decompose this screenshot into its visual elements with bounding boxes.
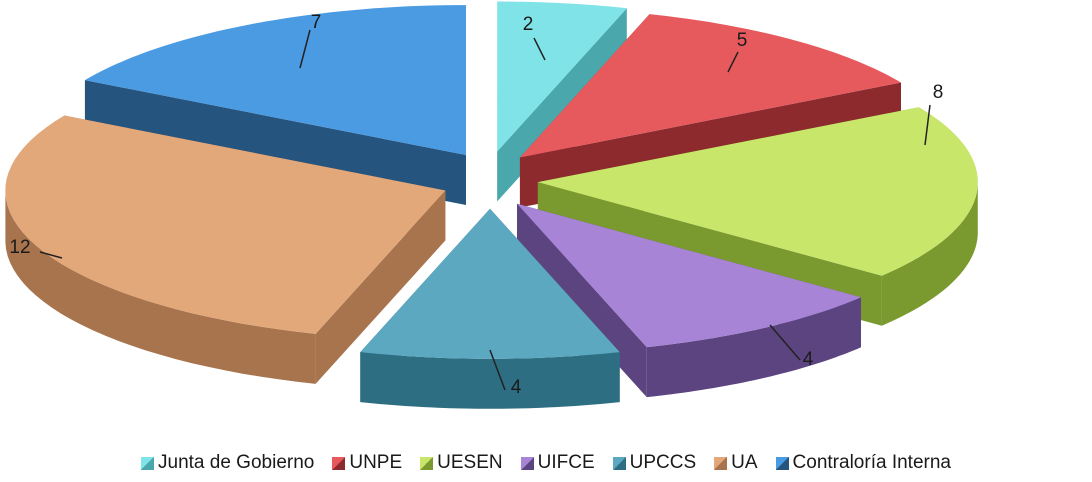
legend-item: UESEN bbox=[420, 452, 503, 474]
slice-wall bbox=[5, 192, 316, 384]
legend-item: UIFCE bbox=[520, 452, 595, 474]
leader-line bbox=[924, 104, 931, 146]
legend-item: UNPE bbox=[332, 452, 402, 474]
legend-label: UIFCE bbox=[537, 452, 595, 473]
legend-item: UA bbox=[714, 452, 758, 474]
data-label: 8 bbox=[933, 82, 944, 103]
data-label: 4 bbox=[803, 349, 814, 370]
pie-slice-contralor-a-interna bbox=[84, 5, 467, 206]
legend-item: Junta de Gobierno bbox=[141, 452, 314, 474]
legend-label: UESEN bbox=[437, 452, 503, 473]
legend-swatch bbox=[612, 456, 626, 470]
slice-top bbox=[517, 203, 861, 348]
pie-slice-uifce bbox=[517, 203, 861, 398]
legend-swatch bbox=[520, 456, 534, 470]
slice-side bbox=[315, 190, 446, 384]
slice-top bbox=[360, 208, 620, 359]
data-label: 2 bbox=[523, 14, 534, 35]
slice-top bbox=[84, 5, 467, 156]
pie-slice-ua bbox=[5, 115, 446, 384]
legend-swatch bbox=[332, 456, 346, 470]
leader-line bbox=[489, 349, 506, 391]
legend-swatch bbox=[420, 456, 434, 470]
leader-line bbox=[39, 251, 63, 259]
data-label: 7 bbox=[311, 12, 322, 33]
data-label: 5 bbox=[737, 30, 748, 51]
data-label: 4 bbox=[511, 377, 522, 398]
slice-top bbox=[497, 1, 627, 152]
leader-line bbox=[769, 324, 801, 361]
leader-line bbox=[533, 37, 546, 61]
leader-line bbox=[727, 51, 739, 73]
legend-label: UPCCS bbox=[629, 452, 697, 473]
legend-label: UA bbox=[731, 452, 758, 473]
legend-swatch bbox=[775, 456, 789, 470]
slice-side bbox=[84, 80, 467, 206]
pie-slice-upccs bbox=[360, 208, 620, 409]
pie-chart: 2 5 8 4 4 12 7 bbox=[5, 1, 978, 409]
slice-wall bbox=[360, 352, 620, 409]
legend-label: Contraloría Interna bbox=[792, 452, 951, 473]
slice-top bbox=[5, 115, 446, 334]
slice-top bbox=[537, 107, 978, 276]
leader-line bbox=[299, 29, 311, 69]
legend-item: UPCCS bbox=[612, 452, 697, 474]
legend-label: Junta de Gobierno bbox=[158, 452, 315, 473]
data-label: 12 bbox=[9, 237, 30, 258]
legend-swatch bbox=[714, 456, 728, 470]
slice-top bbox=[519, 14, 901, 158]
legend-swatch bbox=[141, 456, 155, 470]
legend-label: UNPE bbox=[349, 452, 403, 473]
chart-legend: Junta de Gobierno UNPE UESEN UIFCE UPCCS UA Co… bbox=[0, 446, 1092, 480]
legend-item: Contraloría Interna bbox=[775, 452, 951, 474]
slice-wall bbox=[881, 184, 978, 326]
